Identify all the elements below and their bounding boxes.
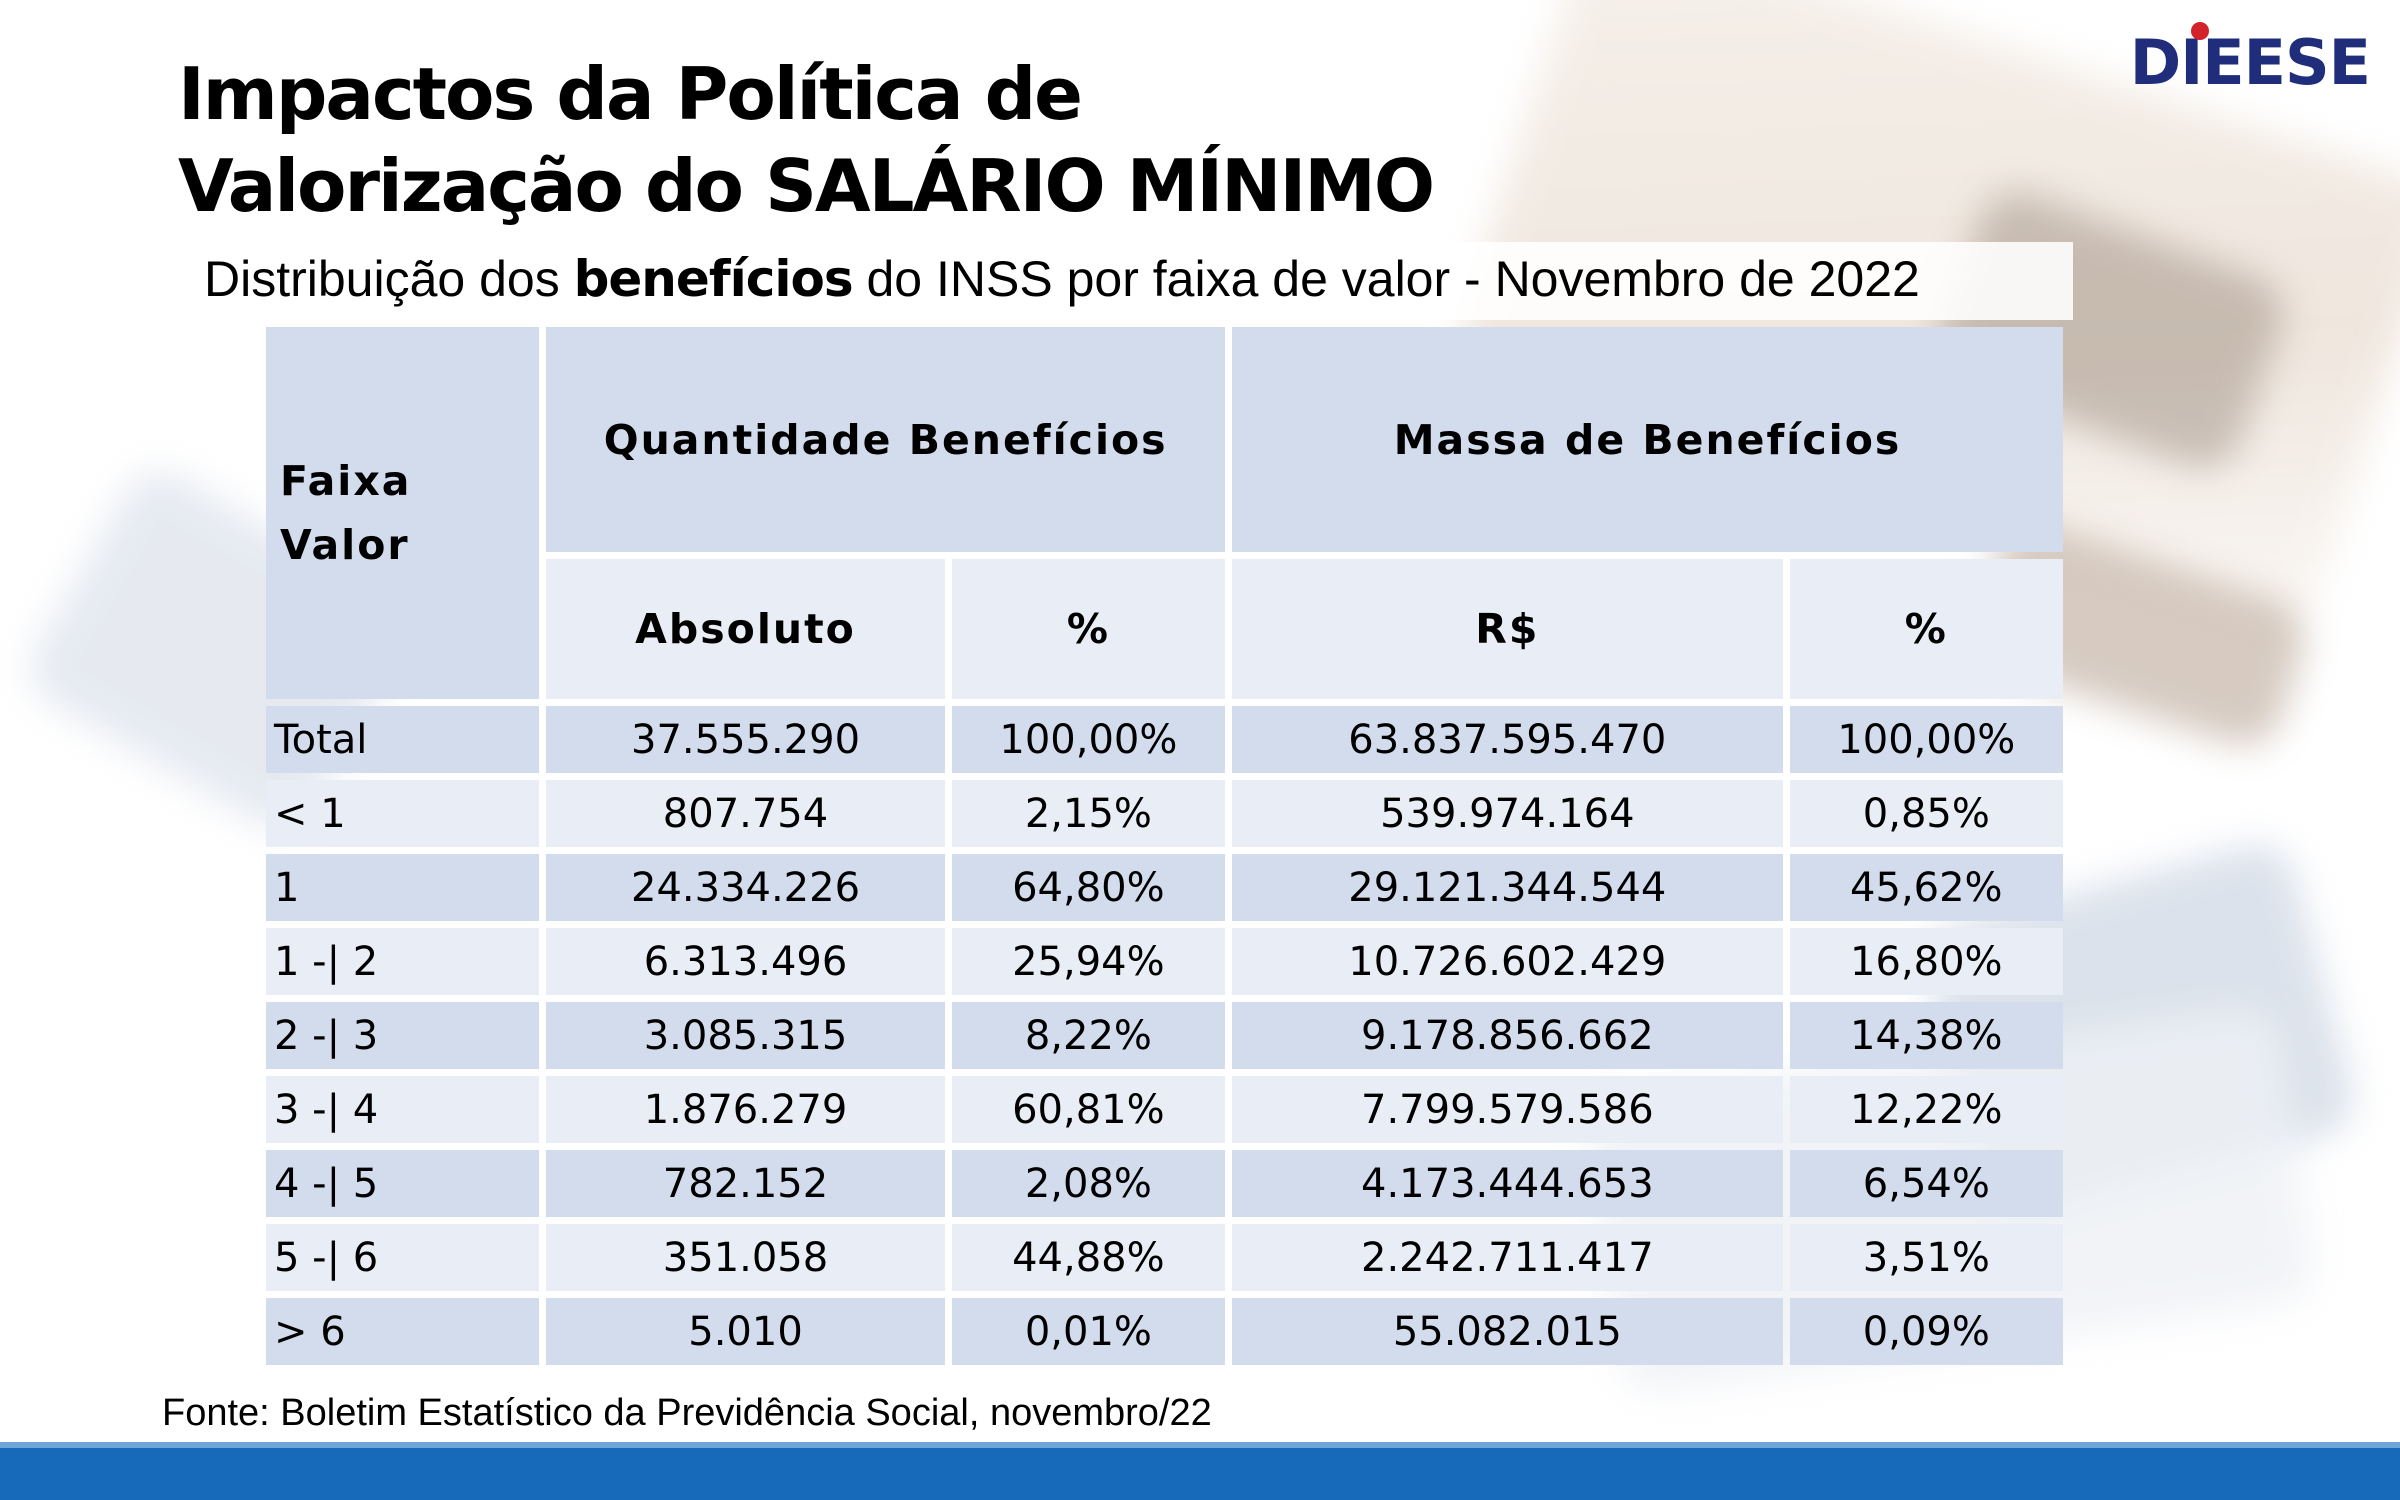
table-subtitle: Distribuição dos benefícios do INSS por … (204, 250, 1920, 308)
cell-pct-massa: 0,09% (1789, 1298, 2063, 1365)
cell-absoluto: 6.313.496 (546, 928, 945, 995)
header-pct-massa: % (1789, 559, 2063, 699)
subtitle-pre: Distribuição dos (204, 251, 574, 307)
header-faixa-valor: Faixa Valor (266, 327, 540, 699)
table-row: 3 -| 4 1.876.279 60,81% 7.799.579.586 12,22% (266, 1076, 2063, 1143)
footer-bar (0, 1448, 2400, 1500)
cell-rs: 10.726.602.429 (1232, 928, 1783, 995)
cell-pct-massa: 0,85% (1789, 780, 2063, 847)
dieese-logo: DIEESE (2129, 22, 2371, 99)
cell-rs: 29.121.344.544 (1232, 854, 1783, 921)
cell-rs: 63.837.595.470 (1232, 706, 1783, 773)
cell-pct-massa: 45,62% (1789, 854, 2063, 921)
cell-faixa: 5 -| 6 (266, 1224, 540, 1291)
logo-dot (2190, 22, 2209, 40)
header-quantidade: Quantidade Benefícios (546, 327, 1226, 552)
cell-pct-quantidade: 100,00% (951, 706, 1226, 773)
cell-absoluto: 5.010 (546, 1298, 945, 1365)
table-row: 4 -| 5 782.152 2,08% 4.173.444.653 6,54% (266, 1150, 2063, 1217)
cell-pct-quantidade: 64,80% (951, 854, 1226, 921)
cell-rs: 2.242.711.417 (1232, 1224, 1783, 1291)
cell-pct-quantidade: 44,88% (951, 1224, 1226, 1291)
title-line-1: Impactos da Política de (178, 52, 1083, 136)
table-row: < 1 807.754 2,15% 539.974.164 0,85% (266, 780, 2063, 847)
cell-rs: 539.974.164 (1232, 780, 1783, 847)
cell-pct-quantidade: 2,08% (951, 1150, 1226, 1217)
cell-absoluto: 24.334.226 (546, 854, 945, 921)
footer-line (0, 1442, 2400, 1448)
header-rs: R$ (1232, 559, 1783, 699)
logo-text: DIEESE (2129, 26, 2371, 99)
benefits-table: Faixa Valor Quantidade Benefícios Massa … (259, 320, 2070, 1372)
table-row: Total 37.555.290 100,00% 63.837.595.470 100,… (266, 706, 2063, 773)
cell-faixa: > 6 (266, 1298, 540, 1365)
cell-pct-quantidade: 25,94% (951, 928, 1226, 995)
slide-title: Impactos da Política de Valorização do S… (178, 48, 1435, 232)
cell-faixa: Total (266, 706, 540, 773)
cell-absoluto: 351.058 (546, 1224, 945, 1291)
cell-pct-quantidade: 8,22% (951, 1002, 1226, 1069)
cell-absoluto: 3.085.315 (546, 1002, 945, 1069)
header-pct-quantidade: % (951, 559, 1226, 699)
cell-rs: 7.799.579.586 (1232, 1076, 1783, 1143)
table-body: Total 37.555.290 100,00% 63.837.595.470 100,… (266, 706, 2063, 1365)
cell-pct-quantidade: 0,01% (951, 1298, 1226, 1365)
cell-rs: 55.082.015 (1232, 1298, 1783, 1365)
header-faixa: Faixa (280, 457, 412, 505)
subtitle-band (128, 242, 2073, 320)
table-row: 2 -| 3 3.085.315 8,22% 9.178.856.662 14,38% (266, 1002, 2063, 1069)
header-massa: Massa de Benefícios (1232, 327, 2063, 552)
table-row: 5 -| 6 351.058 44,88% 2.242.711.417 3,51% (266, 1224, 2063, 1291)
cell-pct-quantidade: 60,81% (951, 1076, 1226, 1143)
cell-pct-massa: 6,54% (1789, 1150, 2063, 1217)
cell-faixa: < 1 (266, 780, 540, 847)
cell-pct-massa: 3,51% (1789, 1224, 2063, 1291)
cell-absoluto: 37.555.290 (546, 706, 945, 773)
title-line-2: Valorização do SALÁRIO MÍNIMO (178, 144, 1435, 228)
cell-faixa: 1 (266, 854, 540, 921)
cell-pct-massa: 12,22% (1789, 1076, 2063, 1143)
cell-faixa: 4 -| 5 (266, 1150, 540, 1217)
cell-faixa: 1 -| 2 (266, 928, 540, 995)
header-valor: Valor (280, 521, 410, 569)
subtitle-bold: benefícios (573, 250, 854, 308)
subtitle-post: do INSS por faixa de valor - Novembro de… (852, 251, 1920, 307)
cell-absoluto: 782.152 (546, 1150, 945, 1217)
cell-pct-massa: 14,38% (1789, 1002, 2063, 1069)
cell-faixa: 3 -| 4 (266, 1076, 540, 1143)
cell-pct-massa: 16,80% (1789, 928, 2063, 995)
table-row: 1 -| 2 6.313.496 25,94% 10.726.602.429 16,80… (266, 928, 2063, 995)
table-row: > 6 5.010 0,01% 55.082.015 0,09% (266, 1298, 2063, 1365)
cell-absoluto: 807.754 (546, 780, 945, 847)
source-note: Fonte: Boletim Estatístico da Previdênci… (162, 1392, 1212, 1434)
header-absoluto: Absoluto (546, 559, 945, 699)
cell-absoluto: 1.876.279 (546, 1076, 945, 1143)
table-row: 1 24.334.226 64,80% 29.121.344.544 45,62% (266, 854, 2063, 921)
cell-rs: 9.178.856.662 (1232, 1002, 1783, 1069)
cell-pct-massa: 100,00% (1789, 706, 2063, 773)
cell-faixa: 2 -| 3 (266, 1002, 540, 1069)
cell-pct-quantidade: 2,15% (951, 780, 1226, 847)
cell-rs: 4.173.444.653 (1232, 1150, 1783, 1217)
